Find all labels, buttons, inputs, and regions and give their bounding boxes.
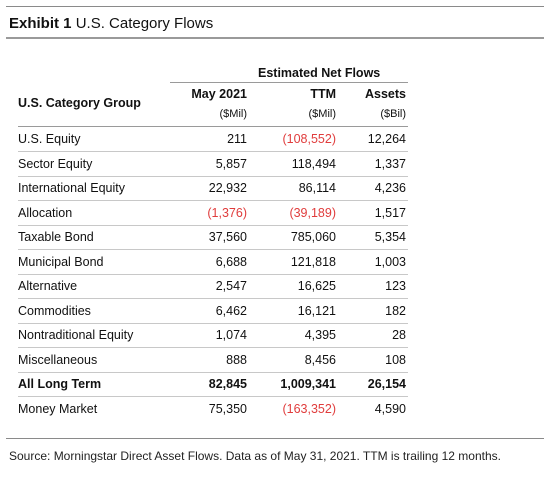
table-cell-assets: 4,236 xyxy=(374,181,406,195)
column-unit-0: ($Mil) xyxy=(219,108,248,120)
row-divider xyxy=(18,151,408,152)
table-cell-may: 6,462 xyxy=(215,303,247,318)
top-rule xyxy=(6,6,544,7)
row-divider xyxy=(18,322,408,324)
exhibit-title: Exhibit 1 U.S. Category Flows xyxy=(9,15,213,32)
column-unit-1: ($Mil) xyxy=(308,108,337,120)
table-cell-assets: 1,003 xyxy=(374,254,406,269)
table-cell-assets: 28 xyxy=(392,328,406,342)
row-divider xyxy=(18,347,408,348)
table-cell-ttm: 8,456 xyxy=(304,352,336,367)
table-cell-ttm: (163,352) xyxy=(282,401,336,416)
table-row-name: Money Market xyxy=(18,401,98,416)
table-row-name: Taxable Bond xyxy=(18,230,94,244)
table-cell-ttm: 86,114 xyxy=(298,181,336,195)
table-row-name: Sector Equity xyxy=(18,156,93,171)
table-cell-may: 1,074 xyxy=(215,328,247,342)
table-cell-ttm: 121,818 xyxy=(290,254,336,269)
table-row-name: Allocation xyxy=(18,205,73,220)
table-cell-ttm: 16,121 xyxy=(297,303,336,318)
table-cell-assets: 4,590 xyxy=(374,401,406,416)
row-divider xyxy=(18,298,408,299)
table-cell-ttm: 118,494 xyxy=(291,156,336,171)
header-underline xyxy=(18,126,408,127)
table-cell-ttm: 4,395 xyxy=(304,328,336,342)
table-cell-may: 22,932 xyxy=(208,181,247,195)
table-cell-assets: 182 xyxy=(385,303,406,318)
table-cell-may: 37,560 xyxy=(208,230,247,244)
table-cell-assets: 1,337 xyxy=(374,156,406,171)
row-divider xyxy=(18,273,408,275)
table-cell-ttm: (39,189) xyxy=(289,205,336,220)
column-unit-2: ($Bil) xyxy=(380,108,406,120)
column-header-1: TTM xyxy=(310,87,336,101)
table-cell-may: 5,857 xyxy=(215,156,247,171)
row-divider xyxy=(18,224,408,226)
source-note: Source: Morningstar Direct Asset Flows. … xyxy=(9,449,501,463)
table-cell-may: 6,688 xyxy=(215,254,247,269)
exhibit-number: Exhibit 1 xyxy=(9,15,72,32)
row-divider xyxy=(18,200,408,201)
table-row-name: International Equity xyxy=(18,181,126,195)
table-cell-assets: 5,354 xyxy=(374,230,406,244)
table-cell-may: 2,547 xyxy=(215,279,247,293)
row-divider xyxy=(18,371,408,373)
table-cell-may: 75,350 xyxy=(208,401,247,416)
table-row-name: Nontraditional Equity xyxy=(18,328,134,342)
row-divider xyxy=(18,249,408,250)
column-header-2: Assets xyxy=(365,87,406,101)
row-header: U.S. Category Group xyxy=(18,96,141,110)
bottom-rule xyxy=(6,438,544,439)
table-cell-ttm: (108,552) xyxy=(282,132,336,146)
table-cell-may: (1,376) xyxy=(207,205,247,220)
row-divider xyxy=(18,175,408,177)
table-cell-may: 211 xyxy=(227,132,247,146)
table-cell-may: 82,845 xyxy=(208,377,247,391)
title-underline xyxy=(6,37,544,39)
table-cell-assets: 26,154 xyxy=(367,377,406,391)
table-row-name: Municipal Bond xyxy=(18,254,104,269)
table-row-name: Commodities xyxy=(18,303,91,318)
group-header-underline xyxy=(170,82,408,83)
table-cell-assets: 108 xyxy=(385,352,406,367)
table-row-name: Miscellaneous xyxy=(18,352,98,367)
table-cell-ttm: 785,060 xyxy=(290,230,336,244)
table-cell-may: 888 xyxy=(226,352,247,367)
group-header: Estimated Net Flows xyxy=(258,66,381,80)
table-cell-assets: 123 xyxy=(385,279,406,293)
exhibit-title-text: U.S. Category Flows xyxy=(75,15,214,32)
table-row-name: U.S. Equity xyxy=(18,132,81,146)
column-header-0: May 2021 xyxy=(191,87,247,101)
table-cell-ttm: 1,009,341 xyxy=(280,377,336,391)
row-divider xyxy=(18,396,408,397)
table-cell-assets: 1,517 xyxy=(374,205,406,220)
table-cell-assets: 12,264 xyxy=(367,132,406,146)
table-row-name: Alternative xyxy=(18,279,78,293)
table-row-name: All Long Term xyxy=(18,377,102,391)
table-cell-ttm: 16,625 xyxy=(297,279,336,293)
